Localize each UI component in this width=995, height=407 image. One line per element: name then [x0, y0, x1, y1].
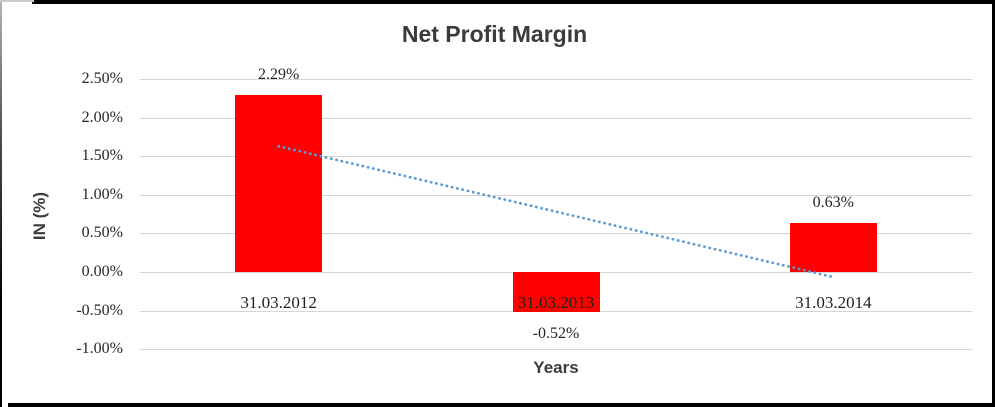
frame-border-bottom: [8, 403, 995, 407]
data-label: -0.52%: [532, 325, 580, 343]
bar-31.03.2013: [512, 272, 600, 313]
trendline: [277, 144, 833, 279]
gridline: [140, 349, 972, 351]
frame-border-right: [992, 0, 995, 407]
y-axis-tick-label: -1.00%: [76, 340, 123, 358]
x-axis-title: Years: [533, 358, 579, 377]
frame-border-top: [32, 0, 995, 4]
x-axis-category-label: 31.03.2012: [240, 293, 317, 312]
y-axis-tick-label: 0.50%: [81, 224, 123, 242]
y-axis-tick-label: 2.50%: [81, 70, 123, 88]
y-axis-tick-label: 1.50%: [81, 147, 123, 165]
data-label: 2.29%: [257, 66, 300, 84]
chart-title: Net Profit Margin: [401, 21, 588, 47]
x-axis-category-label: 31.03.2014: [795, 293, 872, 312]
x-axis-category-label: 31.03.2013: [517, 293, 595, 312]
bar-31.03.2012: [235, 95, 323, 272]
frame-border-left: [0, 0, 2, 407]
bar-31.03.2014: [789, 223, 877, 272]
data-label: 0.63%: [812, 194, 854, 212]
y-axis-tick-label: 0.00%: [81, 263, 123, 280]
y-axis-tick-label: -0.50%: [76, 301, 123, 319]
gridline: [140, 79, 972, 81]
y-axis-tick-label: 1.00%: [81, 185, 123, 203]
y-axis-title: IN (%): [30, 191, 49, 241]
frame-border-top-left: [0, 0, 34, 2]
y-axis-tick-label: 2.00%: [81, 108, 123, 126]
gridline: [140, 117, 972, 119]
